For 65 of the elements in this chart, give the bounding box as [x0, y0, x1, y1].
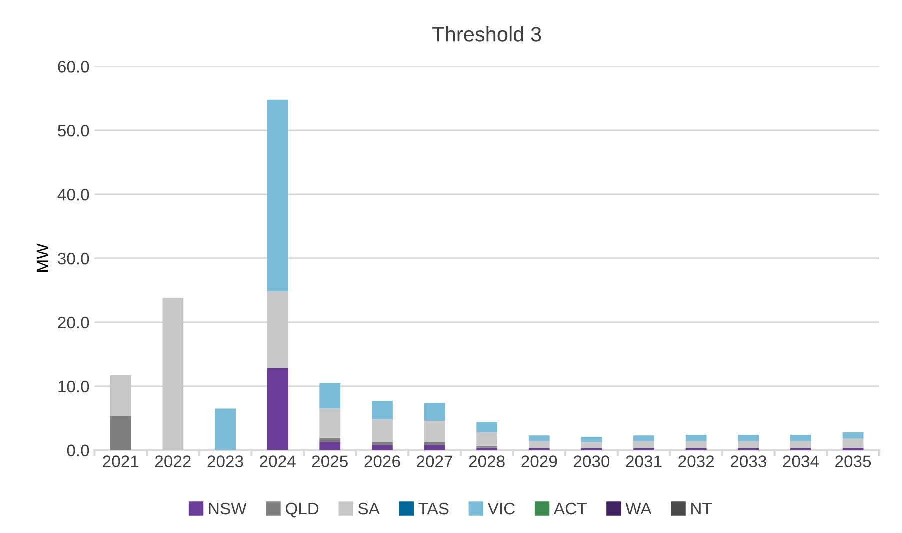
x-tick-label: 2035 — [836, 456, 872, 468]
bar — [634, 441, 654, 448]
legend-label: VIC — [488, 502, 515, 515]
bar — [372, 420, 393, 442]
x-tick-label: 2027 — [417, 456, 452, 468]
bar — [634, 436, 654, 442]
x-tick-label: 2031 — [626, 456, 662, 468]
bar — [738, 441, 760, 448]
bar — [738, 435, 760, 442]
x-tick-label: 2032 — [678, 456, 714, 468]
y-tick-label: 50.0 — [58, 124, 90, 137]
x-tick-label: 2025 — [312, 456, 348, 468]
bar — [790, 435, 812, 442]
bar — [320, 442, 341, 450]
y-tick-label: 0.0 — [67, 444, 90, 457]
bar — [267, 100, 288, 292]
y-tick-label: 40.0 — [58, 188, 90, 201]
bar — [476, 432, 498, 447]
bar — [528, 441, 550, 448]
legend-label: TAS — [418, 502, 449, 515]
y-tick-label: 30.0 — [58, 252, 90, 265]
bar — [424, 420, 446, 442]
bar — [267, 292, 288, 369]
x-tick-label: 2023 — [208, 456, 244, 468]
x-tick-label: 2026 — [364, 456, 400, 468]
bar — [581, 442, 602, 448]
y-tick-label: 60.0 — [58, 61, 90, 73]
x-tick-label: 2029 — [522, 456, 558, 468]
legend-label: NSW — [209, 502, 247, 515]
bar — [110, 416, 132, 450]
legend-label: SA — [358, 502, 380, 515]
bar — [842, 438, 864, 448]
y-axis-title: MW — [36, 244, 48, 272]
y-tick-label: 20.0 — [58, 316, 90, 329]
bar — [320, 408, 341, 438]
chart-title: Threshold 3 — [432, 26, 542, 42]
bar — [372, 442, 393, 446]
bar — [424, 442, 446, 446]
legend-label: ACT — [554, 502, 587, 515]
x-tick-label: 2021 — [103, 456, 139, 468]
bar — [320, 438, 341, 442]
bar — [528, 436, 550, 442]
x-tick-label: 2028 — [469, 456, 505, 468]
bar — [790, 441, 812, 448]
x-tick-label: 2022 — [155, 456, 191, 468]
x-tick-label: 2030 — [574, 456, 610, 468]
bar — [320, 383, 341, 409]
x-tick-label: 2033 — [730, 456, 766, 468]
bar — [686, 441, 707, 448]
bar — [476, 422, 498, 432]
legend-label: NT — [692, 503, 712, 515]
bar — [424, 403, 446, 421]
legend-label: WA — [626, 503, 652, 515]
bar — [581, 436, 602, 442]
y-tick-label: 10.0 — [58, 380, 90, 393]
legend-label: QLD — [286, 502, 319, 518]
bar — [372, 401, 393, 420]
x-tick-label: 2024 — [260, 456, 296, 468]
bar — [110, 376, 132, 416]
bar — [215, 408, 236, 450]
bar — [162, 298, 184, 450]
bar — [842, 432, 864, 439]
bar — [267, 368, 288, 450]
bar — [686, 435, 707, 442]
x-tick-label: 2034 — [783, 456, 820, 468]
